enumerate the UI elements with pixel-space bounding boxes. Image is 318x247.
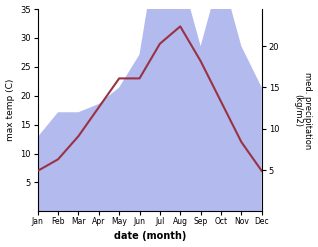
Y-axis label: max temp (C): max temp (C) [5, 79, 15, 141]
Y-axis label: med. precipitation
(kg/m2): med. precipitation (kg/m2) [293, 72, 313, 149]
X-axis label: date (month): date (month) [114, 231, 186, 242]
